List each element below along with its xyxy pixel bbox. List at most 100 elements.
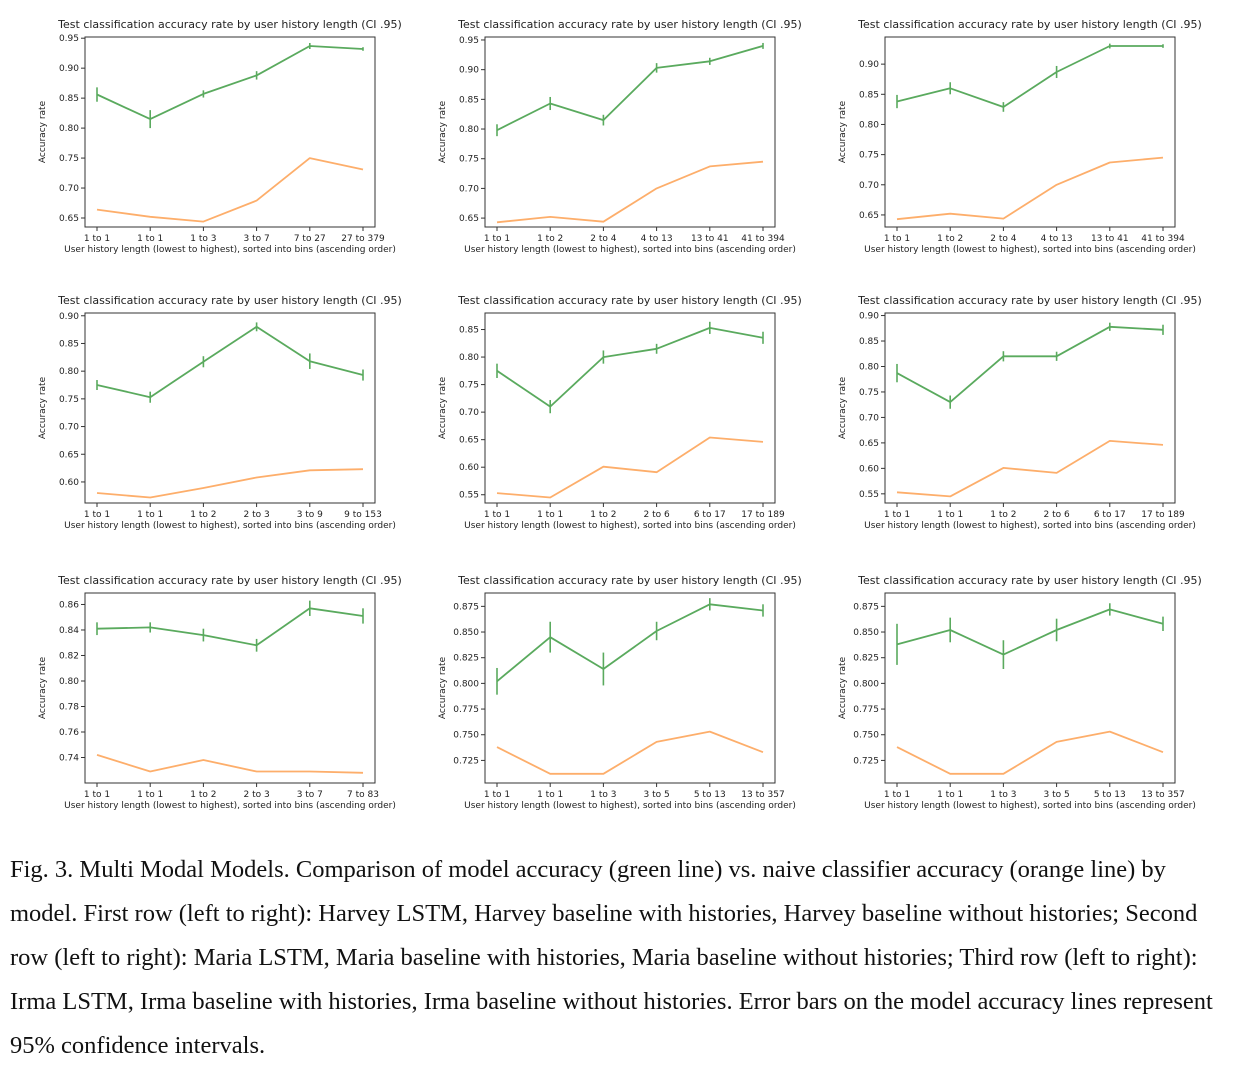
y-tick-label: 0.55 (859, 490, 879, 500)
y-tick-label: 0.80 (59, 367, 79, 377)
line-chart: Test classification accuracy rate by use… (38, 574, 402, 811)
naive-accuracy-line (96, 157, 364, 223)
chart-title: Test classification accuracy rate by use… (857, 18, 1202, 31)
plot-frame (884, 36, 1176, 228)
y-tick-label: 0.78 (59, 702, 79, 712)
x-tick-label: 3 to 9 (297, 510, 323, 520)
x-tick-label: 6 to 17 (694, 510, 726, 520)
x-tick-label: 1 to 1 (884, 510, 910, 520)
y-tick-label: 0.775 (853, 705, 879, 715)
y-tick-label: 0.800 (453, 679, 479, 689)
chart-panel: Test classification accuracy rate by use… (410, 286, 810, 556)
chart-panel: Test classification accuracy rate by use… (10, 566, 410, 836)
x-tick-label: 2 to 6 (643, 510, 669, 520)
chart-title: Test classification accuracy rate by use… (857, 294, 1202, 307)
y-tick-label: 0.85 (859, 337, 879, 347)
y-axis-label: Accuracy rate (438, 100, 448, 163)
chart-panel: Test classification accuracy rate by use… (410, 566, 810, 836)
x-tick-label: 1 to 1 (137, 510, 163, 520)
y-tick-label: 0.825 (453, 654, 479, 664)
x-tick-label: 41 to 394 (1141, 234, 1185, 244)
plot-frame (484, 312, 776, 504)
naive-accuracy-line (896, 730, 1164, 775)
y-tick-label: 0.75 (859, 388, 879, 398)
x-tick-label: 17 to 189 (741, 510, 785, 520)
chart-title: Test classification accuracy rate by use… (857, 574, 1202, 587)
y-axis-label: Accuracy rate (438, 376, 448, 439)
y-tick-label: 0.70 (459, 408, 479, 418)
x-tick-label: 13 to 357 (741, 790, 784, 800)
y-axis-label: Accuracy rate (838, 376, 848, 439)
model-accuracy-line (896, 608, 1164, 656)
x-tick-label: 1 to 1 (484, 510, 510, 520)
x-axis-label: User history length (lowest to highest),… (864, 521, 1196, 531)
y-tick-label: 0.775 (453, 705, 479, 715)
x-tick-label: 4 to 13 (1041, 234, 1073, 244)
plot-frame (484, 592, 776, 784)
y-tick-label: 0.850 (453, 628, 479, 638)
x-tick-label: 1 to 2 (537, 234, 563, 244)
chart-title: Test classification accuracy rate by use… (57, 18, 402, 31)
y-tick-label: 0.90 (59, 64, 79, 74)
chart-title: Test classification accuracy rate by use… (57, 294, 402, 307)
y-tick-label: 0.70 (859, 181, 879, 191)
x-tick-label: 1 to 2 (590, 510, 616, 520)
chart-panel: Test classification accuracy rate by use… (810, 286, 1210, 556)
y-tick-label: 0.850 (853, 628, 879, 638)
x-tick-label: 1 to 2 (937, 234, 963, 244)
x-tick-label: 3 to 7 (297, 790, 323, 800)
y-tick-label: 0.70 (459, 184, 479, 194)
y-tick-label: 0.84 (59, 626, 79, 636)
x-tick-label: 1 to 1 (484, 790, 510, 800)
y-tick-label: 0.85 (459, 95, 479, 105)
x-tick-label: 3 to 5 (643, 790, 669, 800)
y-tick-label: 0.725 (453, 756, 479, 766)
y-tick-label: 0.95 (59, 34, 79, 44)
y-tick-label: 0.875 (853, 602, 879, 612)
plot-frame (884, 312, 1176, 504)
y-tick-label: 0.725 (853, 756, 879, 766)
chart-title: Test classification accuracy rate by use… (457, 18, 802, 31)
x-axis-label: User history length (lowest to highest),… (64, 801, 396, 811)
line-chart: Test classification accuracy rate by use… (838, 294, 1202, 531)
y-tick-label: 0.75 (459, 381, 479, 391)
y-tick-label: 0.825 (853, 654, 879, 664)
x-tick-label: 1 to 1 (137, 234, 163, 244)
chart-title: Test classification accuracy rate by use… (457, 294, 802, 307)
model-accuracy-line (96, 325, 364, 399)
x-tick-label: 1 to 1 (884, 234, 910, 244)
y-tick-label: 0.65 (59, 214, 79, 224)
y-tick-label: 0.80 (859, 120, 879, 130)
plot-frame (84, 312, 376, 504)
y-tick-label: 0.74 (59, 753, 79, 763)
y-tick-label: 0.70 (859, 413, 879, 423)
chart-title: Test classification accuracy rate by use… (457, 574, 802, 587)
chart-panel: Test classification accuracy rate by use… (10, 10, 410, 280)
y-tick-label: 0.86 (59, 600, 79, 610)
y-tick-label: 0.90 (859, 312, 879, 322)
x-tick-label: 7 to 83 (347, 790, 379, 800)
y-tick-label: 0.95 (459, 36, 479, 46)
plot-frame (84, 592, 376, 784)
x-tick-label: 1 to 1 (937, 510, 963, 520)
x-tick-label: 41 to 394 (741, 234, 785, 244)
model-accuracy-line (496, 327, 764, 408)
plot-frame (84, 36, 376, 228)
x-tick-label: 2 to 4 (990, 234, 1016, 244)
x-tick-label: 3 to 7 (243, 234, 269, 244)
chart-panel: Test classification accuracy rate by use… (810, 10, 1210, 280)
x-tick-label: 1 to 1 (84, 790, 110, 800)
line-chart: Test classification accuracy rate by use… (438, 574, 802, 811)
x-tick-label: 1 to 1 (537, 510, 563, 520)
naive-accuracy-line (96, 468, 364, 499)
y-axis-label: Accuracy rate (38, 376, 48, 439)
naive-accuracy-line (496, 160, 764, 224)
figure-caption: Fig. 3. Multi Modal Models. Comparison o… (10, 856, 1213, 1059)
y-axis-label: Accuracy rate (838, 100, 848, 163)
x-tick-label: 4 to 13 (641, 234, 673, 244)
x-tick-label: 1 to 3 (990, 790, 1016, 800)
x-tick-label: 1 to 1 (537, 790, 563, 800)
x-tick-label: 2 to 3 (243, 790, 269, 800)
naive-accuracy-line (496, 436, 764, 499)
y-tick-label: 0.80 (59, 124, 79, 134)
